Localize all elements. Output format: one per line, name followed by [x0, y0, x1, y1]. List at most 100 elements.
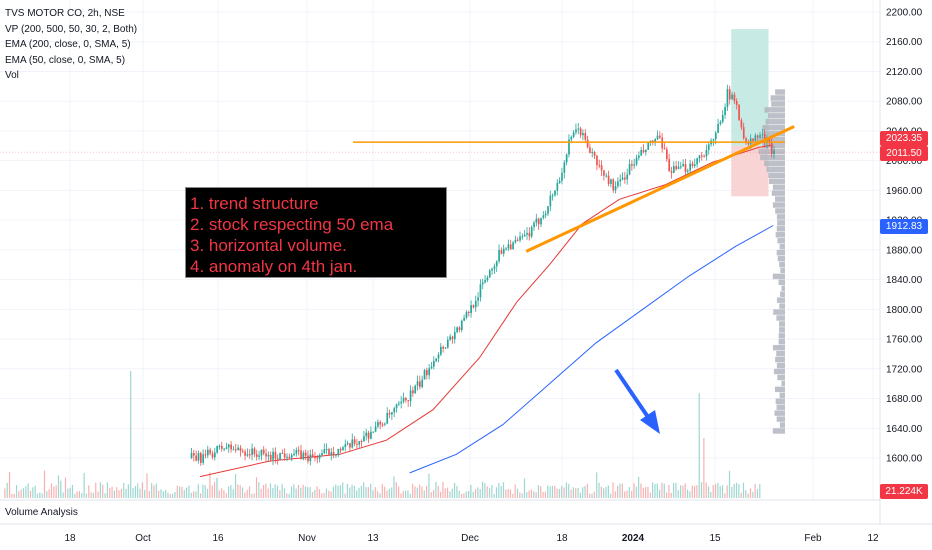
ema200-line	[409, 225, 774, 474]
candle-body	[206, 449, 209, 456]
legend-vp[interactable]: VP (200, 500, 50, 30, 2, Both)	[5, 23, 138, 35]
candle-body	[500, 250, 503, 254]
volume-bar	[267, 488, 269, 498]
candle-body	[193, 453, 195, 456]
price-tag-volume: 21.224K	[880, 484, 928, 499]
candle-body	[344, 444, 347, 448]
volume-bar	[32, 487, 34, 498]
volume-bar	[332, 486, 335, 498]
candle-body	[409, 390, 412, 402]
volume-bar	[495, 487, 498, 498]
candle-body	[689, 163, 691, 171]
candle-body	[521, 236, 524, 238]
profile-bar	[779, 321, 785, 327]
candle-body	[514, 239, 517, 243]
candle-body	[526, 232, 528, 235]
candle-body	[419, 381, 421, 387]
candle-body	[547, 206, 549, 214]
volume-bar	[260, 488, 262, 498]
profile-bar	[776, 350, 785, 357]
volume-bar	[752, 491, 754, 498]
candle-body	[311, 454, 314, 458]
profile-bar	[772, 184, 785, 190]
volume-bar	[321, 493, 323, 498]
volume-bar	[211, 485, 213, 498]
annotation-box[interactable]: 1. trend structure 2. stock respecting 5…	[185, 187, 447, 278]
volume-bar	[749, 488, 752, 498]
candle-body	[405, 397, 407, 401]
volume-bar	[512, 493, 514, 498]
volume-bar	[13, 493, 15, 498]
volume-bar	[707, 486, 710, 498]
candle-body	[255, 454, 258, 457]
volume-bar	[449, 491, 451, 498]
candle-body	[603, 170, 605, 176]
legend-ema50[interactable]: EMA (50, close, 0, SMA, 5)	[5, 54, 126, 66]
volume-bar	[218, 490, 220, 498]
candle-body	[251, 448, 253, 456]
volume-bar	[670, 492, 672, 498]
volume-bar	[342, 482, 344, 498]
candle-body	[672, 166, 675, 173]
volume-bar	[412, 483, 414, 498]
volume-bar	[575, 488, 577, 498]
volume-bar	[349, 487, 351, 498]
volume-bar	[367, 487, 369, 498]
profile-bar	[775, 196, 785, 202]
candle-body	[267, 454, 270, 457]
volume-bar	[146, 473, 148, 498]
volume-bar	[165, 489, 167, 498]
candle-body	[262, 449, 265, 454]
profile-bar	[776, 404, 785, 410]
candle-body	[304, 452, 307, 456]
volume-bar	[81, 493, 83, 498]
volume-bar	[295, 488, 297, 498]
candle-body	[549, 195, 552, 207]
legend-symbol[interactable]: TVS MOTOR CO, 2h, NSE	[5, 8, 125, 19]
volume-bar	[712, 485, 714, 498]
candle-body	[577, 128, 580, 130]
volume-bar	[395, 482, 397, 498]
volume-bar	[314, 489, 316, 498]
volume-bar	[549, 486, 551, 498]
volume-bar	[64, 477, 67, 498]
candle-body	[388, 413, 391, 415]
volume-bar	[244, 492, 246, 498]
legend-ema200[interactable]: EMA (200, close, 0, SMA, 5)	[5, 39, 131, 50]
volume-bar	[323, 492, 325, 498]
volume-bar	[183, 490, 185, 498]
volume-bar	[248, 486, 251, 498]
candle-body	[416, 381, 419, 386]
y-tick-label: 1880.00	[886, 245, 923, 256]
volume-bar	[605, 486, 607, 498]
candle-body	[733, 94, 736, 102]
candle-body	[659, 135, 661, 138]
volume-bar	[551, 485, 554, 498]
x-tick-label: 13	[367, 533, 379, 544]
volume-bar	[689, 491, 691, 498]
volume-bar	[435, 481, 437, 498]
profile-bar	[772, 345, 785, 351]
volume-bar	[614, 491, 616, 498]
x-tick-label: 18	[556, 533, 568, 544]
volume-bar	[759, 483, 761, 498]
profile-bar	[771, 190, 785, 196]
legend-vol[interactable]: Vol	[5, 70, 19, 81]
volume-bar	[281, 483, 283, 498]
candle-body	[505, 248, 507, 250]
candlesticks	[190, 84, 775, 466]
volume-bar	[402, 491, 404, 498]
candle-body	[712, 139, 715, 141]
candle-body	[544, 213, 547, 216]
candle-body	[558, 180, 561, 183]
candle-body	[223, 448, 225, 450]
volume-bar	[344, 493, 346, 498]
volume-bar	[572, 487, 574, 498]
volume-bar	[582, 487, 584, 498]
volume-bar	[686, 489, 689, 498]
volume-bar	[43, 470, 46, 498]
candle-body	[719, 121, 722, 124]
volume-bar	[745, 490, 747, 498]
candle-body	[477, 297, 479, 301]
